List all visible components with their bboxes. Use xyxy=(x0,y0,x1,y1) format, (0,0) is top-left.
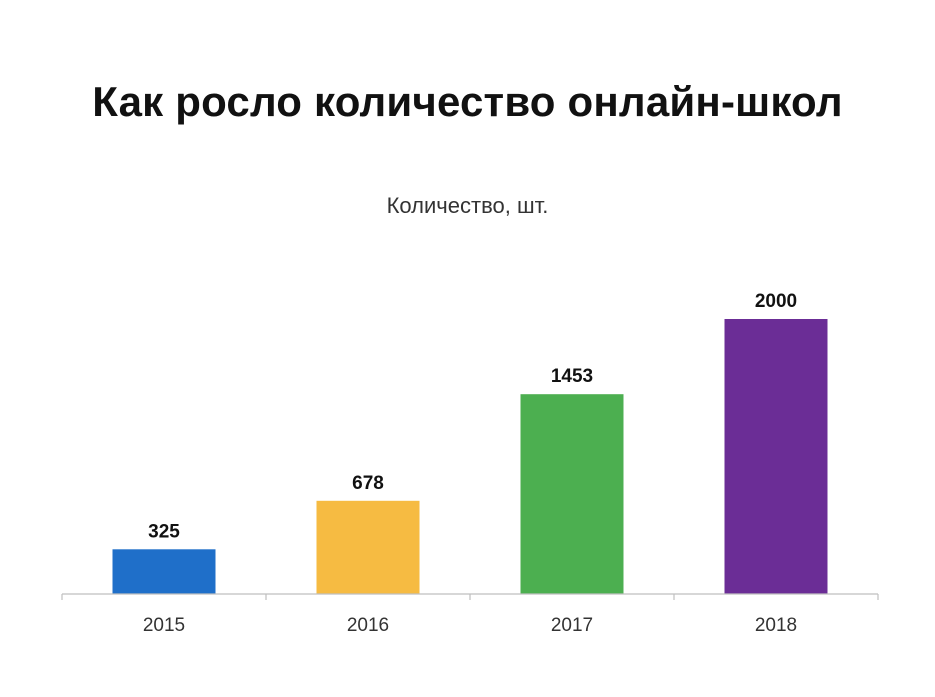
bar-2017 xyxy=(520,394,624,594)
x-tick-label-2016: 2016 xyxy=(347,615,389,636)
chart-subtitle: Количество, шт. xyxy=(386,193,549,218)
data-label-2015: 325 xyxy=(148,521,180,542)
data-label-2017: 1453 xyxy=(551,366,593,387)
data-label-2016: 678 xyxy=(352,473,384,494)
x-axis: 2015 2016 2017 2018 xyxy=(61,593,879,636)
x-tick-label-2018: 2018 xyxy=(755,615,797,636)
bar-2018 xyxy=(724,319,828,594)
data-label-2018: 2000 xyxy=(755,291,797,312)
bars-layer: 325 678 1453 2000 xyxy=(112,291,828,594)
chart-title: Как росло количество онлайн-школ xyxy=(92,78,843,125)
bar-2015 xyxy=(112,549,216,594)
x-tick-label-2015: 2015 xyxy=(143,615,185,636)
bar-2016 xyxy=(316,500,420,594)
x-tick-label-2017: 2017 xyxy=(551,615,593,636)
